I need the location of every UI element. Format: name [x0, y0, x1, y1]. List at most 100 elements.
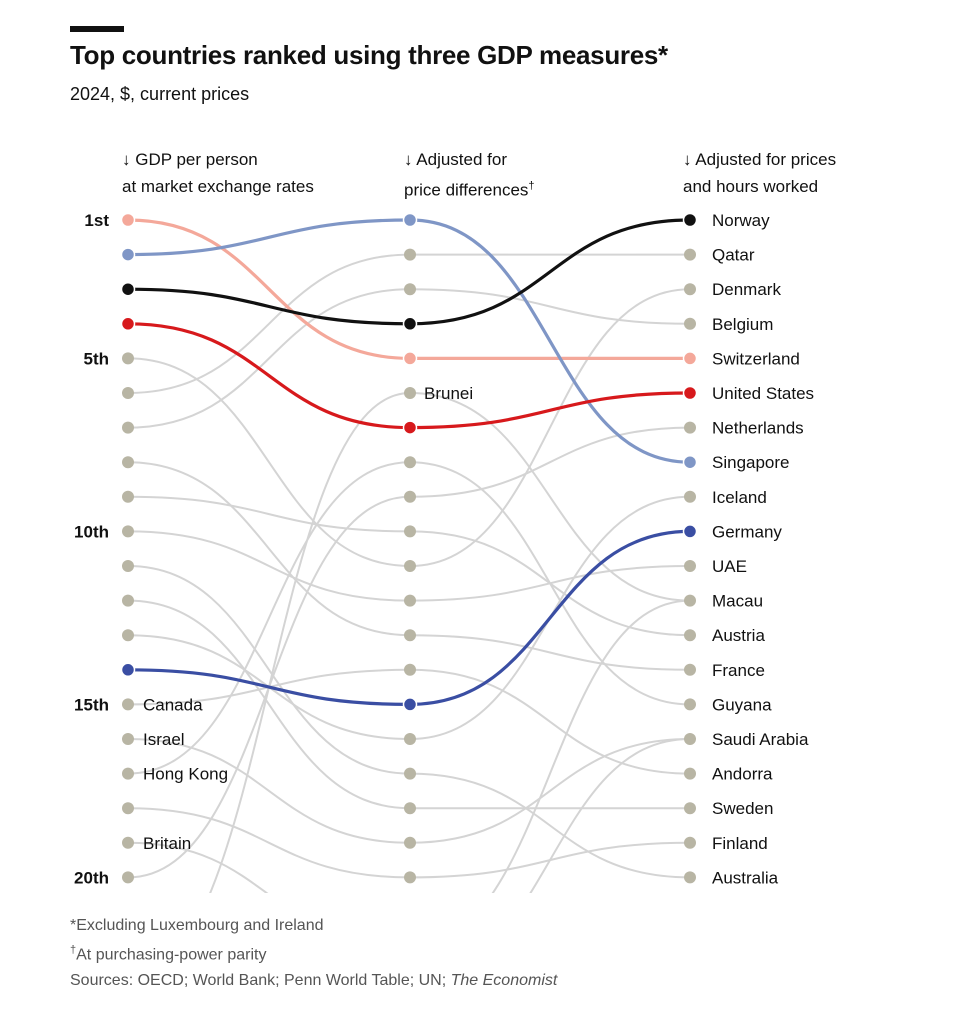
column-header-line: at market exchange rates	[122, 177, 314, 196]
rank-dot	[404, 733, 416, 745]
rank-dot	[404, 560, 416, 572]
series-dot-norway	[682, 212, 698, 228]
grey-link-line	[127, 288, 411, 429]
column-header-line: ↓ GDP per person	[122, 150, 258, 169]
series-dot-switzerland	[402, 351, 418, 366]
rank-label: 10th	[74, 522, 109, 541]
country-label: Sweden	[712, 799, 773, 818]
rank-dots	[120, 212, 698, 884]
rank-dot	[684, 767, 696, 780]
series-dot-germany	[120, 662, 136, 678]
series-dot-switzerland	[120, 212, 136, 228]
country-label: Germany	[712, 522, 782, 541]
series-dot-singapore	[120, 247, 136, 262]
country-label: United States	[712, 384, 814, 403]
country-label: Denmark	[712, 280, 781, 299]
rank-dot	[404, 836, 416, 849]
grey-link-line	[409, 738, 691, 844]
series-dot-singapore	[682, 454, 698, 470]
rank-dot	[122, 560, 134, 572]
series-dot-singapore	[402, 212, 418, 228]
column-header-line: price differences	[404, 180, 529, 200]
grey-link-line	[127, 599, 411, 810]
footnote-ppp: †At purchasing-power parity	[70, 944, 266, 964]
series-line-united-states	[126, 322, 692, 430]
series-line-singapore	[126, 218, 692, 464]
rank-dot	[684, 629, 696, 642]
rank-dot	[122, 698, 134, 711]
grey-link-line	[409, 288, 691, 567]
grey-link-line	[529, 738, 691, 893]
chart-title: Top countries ranked using three GDP mea…	[70, 40, 668, 70]
rank-dot	[122, 629, 134, 642]
column-header-market-rates: ↓ GDP per person at market exchange rate…	[122, 146, 314, 200]
country-label: France	[712, 661, 765, 680]
grey-link-line	[409, 772, 691, 879]
column-header-line: ↓ Adjusted for	[404, 150, 508, 169]
rank-dot	[122, 871, 134, 884]
grey-link-line	[127, 530, 411, 602]
rank-dot	[122, 767, 134, 780]
rank-dot	[122, 594, 134, 607]
country-label: Saudi Arabia	[712, 730, 809, 749]
rank-dot	[122, 352, 134, 365]
series-dot-united-states	[402, 420, 418, 435]
rank-dot	[684, 317, 696, 330]
country-label: Singapore	[712, 453, 790, 472]
grey-link-line	[409, 288, 691, 325]
rank-dot	[404, 490, 416, 503]
rank-dot	[404, 629, 416, 642]
grey-link-line	[127, 565, 411, 775]
series-dot-germany	[402, 697, 418, 712]
rank-dot	[122, 490, 134, 503]
country-label: Australia	[712, 868, 779, 887]
country-label: Israel	[143, 730, 185, 749]
series-dot-united-states	[120, 316, 136, 332]
country-label: Canada	[143, 695, 203, 714]
column-header-hours-adjusted: ↓ Adjusted for prices and hours worked	[683, 146, 836, 200]
rank-dot	[404, 456, 416, 469]
country-label: Finland	[712, 834, 768, 853]
rank-dot	[404, 663, 416, 676]
grey-link-line	[127, 807, 411, 879]
rank-dot	[684, 698, 696, 711]
country-label: Macau	[712, 592, 763, 611]
rank-dot	[122, 836, 134, 849]
rank-dot	[404, 594, 416, 607]
link-lines	[126, 218, 692, 893]
rank-dot	[122, 456, 134, 469]
rank-dot	[404, 871, 416, 884]
country-label: Qatar	[712, 246, 755, 265]
rank-dot	[684, 283, 696, 296]
grey-link-line	[127, 461, 411, 637]
series-dot-switzerland	[682, 351, 698, 366]
rank-dot	[684, 836, 696, 849]
rank-dot	[122, 421, 134, 434]
rank-label: 20th	[74, 868, 109, 887]
country-label: Britain	[143, 834, 191, 853]
country-label: Netherlands	[712, 419, 804, 438]
rank-dot	[404, 248, 416, 261]
grey-link-line	[409, 668, 691, 775]
grey-link-line	[127, 253, 411, 394]
rank-dot	[122, 802, 134, 815]
country-label: Guyana	[712, 695, 772, 714]
column-header-line: ↓ Adjusted for prices	[683, 150, 837, 169]
rank-dot	[404, 525, 416, 538]
dagger-mark: †	[70, 944, 77, 956]
column-header-line: and hours worked	[683, 177, 819, 196]
sources-text: Sources: OECD; World Bank; Penn World Ta…	[70, 972, 451, 989]
rank-dot	[684, 802, 696, 815]
grey-link-line	[409, 426, 691, 498]
sources-italic: The Economist	[450, 972, 558, 989]
rank-label: 5th	[84, 349, 110, 368]
chart-subtitle: 2024, $, current prices	[70, 84, 250, 104]
rank-label: 1st	[84, 211, 109, 230]
series-dot-norway	[402, 316, 418, 332]
grey-link-line	[127, 461, 411, 775]
rank-dot	[684, 490, 696, 503]
rank-dot	[122, 733, 134, 745]
rank-dot	[684, 421, 696, 434]
grey-link-line	[409, 392, 691, 602]
rank-label: 15th	[74, 695, 109, 714]
